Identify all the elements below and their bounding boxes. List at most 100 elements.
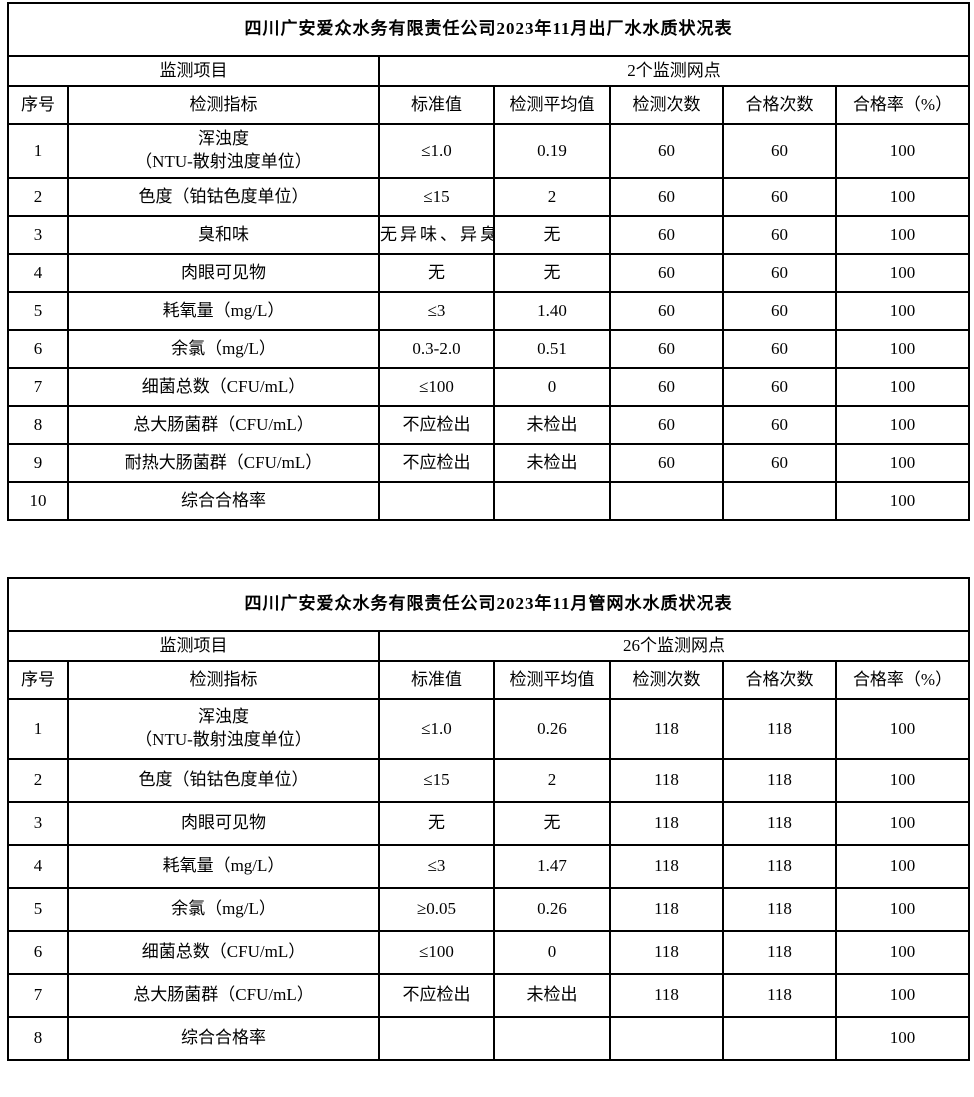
cell-test-count: 60 xyxy=(609,177,724,217)
cell-standard-value: ≤3 xyxy=(378,291,495,331)
cell-indicator: 余氯（mg/L） xyxy=(67,329,380,369)
cell-row-number: 8 xyxy=(7,1016,69,1061)
cell-indicator: 总大肠菌群（CFU/mL） xyxy=(67,973,380,1018)
cell-pass-rate: 100 xyxy=(834,291,971,331)
cell-row-number: 1 xyxy=(7,698,69,760)
cell-standard-value: 不应检出 xyxy=(378,973,495,1018)
cell-row-number: 7 xyxy=(7,973,69,1018)
table-gap xyxy=(7,521,968,577)
table-title-row: 四川广安爱众水务有限责任公司2023年11月管网水水质状况表 xyxy=(6,577,971,632)
cell-average-value: 0 xyxy=(493,367,611,407)
cell-pass-count: 60 xyxy=(722,443,837,483)
cell-indicator: 耗氧量（mg/L） xyxy=(67,291,380,331)
column-header: 标准值 xyxy=(378,85,495,125)
cell-pass-rate: 100 xyxy=(834,698,971,760)
cell-pass-count: 118 xyxy=(722,801,837,846)
cell-pass-count: 118 xyxy=(722,698,837,760)
monitor-points-label: 26个监测网点 xyxy=(377,630,971,662)
cell-pass-rate: 100 xyxy=(834,481,971,521)
table-row: 10 综合合格率 100 xyxy=(7,481,971,521)
cell-pass-count: 60 xyxy=(722,253,837,293)
column-header: 检测平均值 xyxy=(493,85,611,125)
cell-indicator: 臭和味 xyxy=(67,215,380,255)
page: 四川广安爱众水务有限责任公司2023年11月出厂水水质状况表 监测项目 2个监测… xyxy=(6,2,971,1061)
cell-row-number: 9 xyxy=(7,443,69,483)
cell-pass-rate: 100 xyxy=(834,443,971,483)
cell-row-number: 6 xyxy=(7,930,69,975)
table-row: 5 余氯（mg/L） ≥0.05 0.26 118 118 100 xyxy=(7,887,971,932)
cell-test-count: 60 xyxy=(609,405,724,445)
column-header: 检测次数 xyxy=(609,85,724,125)
monitor-points-label: 2个监测网点 xyxy=(377,55,971,87)
cell-row-number: 2 xyxy=(7,177,69,217)
cell-row-number: 10 xyxy=(7,481,69,521)
cell-indicator: 细菌总数（CFU/mL） xyxy=(67,367,380,407)
cell-average-value: 1.47 xyxy=(493,844,611,889)
pipe-network-water-quality-table: 四川广安爱众水务有限责任公司2023年11月管网水水质状况表 监测项目 26个监… xyxy=(6,577,971,1061)
cell-pass-count: 60 xyxy=(722,329,837,369)
column-header: 序号 xyxy=(7,85,69,125)
cell-pass-rate: 100 xyxy=(834,758,971,803)
column-header-row: 序号 检测指标 标准值 检测平均值 检测次数 合格次数 合格率（%） xyxy=(7,85,971,125)
cell-indicator: 综合合格率 xyxy=(67,481,380,521)
monitor-project-label: 监测项目 xyxy=(7,630,380,662)
cell-test-count: 60 xyxy=(609,291,724,331)
cell-average-value: 0.26 xyxy=(493,887,611,932)
monitor-row: 监测项目 2个监测网点 xyxy=(7,55,971,87)
cell-pass-count: 60 xyxy=(722,177,837,217)
cell-indicator: 肉眼可见物 xyxy=(67,801,380,846)
cell-standard-value: ≤1.0 xyxy=(378,698,495,760)
cell-pass-rate: 100 xyxy=(834,177,971,217)
cell-row-number: 1 xyxy=(7,123,69,179)
cell-pass-rate: 100 xyxy=(834,844,971,889)
cell-test-count: 60 xyxy=(609,215,724,255)
table-title: 四川广安爱众水务有限责任公司2023年11月管网水水质状况表 xyxy=(6,577,971,632)
cell-standard-value xyxy=(378,1016,495,1061)
monitor-row: 监测项目 26个监测网点 xyxy=(7,630,971,662)
cell-average-value xyxy=(493,1016,611,1061)
column-header-row: 序号 检测指标 标准值 检测平均值 检测次数 合格次数 合格率（%） xyxy=(7,660,971,700)
table-title-row: 四川广安爱众水务有限责任公司2023年11月出厂水水质状况表 xyxy=(6,2,971,57)
cell-average-value: 2 xyxy=(493,758,611,803)
cell-standard-value: ≤15 xyxy=(378,177,495,217)
cell-average-value: 无 xyxy=(493,215,611,255)
cell-average-value: 2 xyxy=(493,177,611,217)
table-row: 4 肉眼可见物无无 60 60 100 xyxy=(7,253,971,293)
cell-test-count: 118 xyxy=(609,801,724,846)
cell-row-number: 5 xyxy=(7,887,69,932)
cell-test-count: 118 xyxy=(609,698,724,760)
cell-indicator: 耐热大肠菌群（CFU/mL） xyxy=(67,443,380,483)
cell-pass-rate: 100 xyxy=(834,123,971,179)
cell-test-count: 118 xyxy=(609,887,724,932)
cell-pass-count xyxy=(722,481,837,521)
cell-standard-value: ≤3 xyxy=(378,844,495,889)
cell-pass-count: 60 xyxy=(722,215,837,255)
table-row: 6 细菌总数（CFU/mL） ≤100 0 118 118 100 xyxy=(7,930,971,975)
cell-row-number: 3 xyxy=(7,801,69,846)
cell-row-number: 6 xyxy=(7,329,69,369)
cell-average-value: 无 xyxy=(493,801,611,846)
column-header: 合格率（%） xyxy=(834,660,971,700)
cell-average-value: 0 xyxy=(493,930,611,975)
cell-row-number: 3 xyxy=(7,215,69,255)
table-row: 1 浑浊度 （NTU-散射浊度单位） ≤1.0 0.19 60 60 100 xyxy=(7,123,971,179)
cell-standard-value: ≤1.0 xyxy=(378,123,495,179)
cell-standard-value: 无异味、异臭 xyxy=(378,215,495,255)
cell-pass-rate: 100 xyxy=(834,930,971,975)
table-row: 6 余氯（mg/L） 0.3-2.0 0.51 60 60 100 xyxy=(7,329,971,369)
table-row: 3 肉眼可见物无无 118 118 100 xyxy=(7,801,971,846)
column-header: 序号 xyxy=(7,660,69,700)
table-row: 2 色度（铂钴色度单位） ≤15 2 118 118 100 xyxy=(7,758,971,803)
cell-pass-count: 118 xyxy=(722,844,837,889)
column-header: 检测次数 xyxy=(609,660,724,700)
cell-standard-value: 不应检出 xyxy=(378,405,495,445)
cell-standard-value: 不应检出 xyxy=(378,443,495,483)
table-row: 8 总大肠菌群（CFU/mL） 不应检出 未检出 60 60 100 xyxy=(7,405,971,445)
column-header: 标准值 xyxy=(378,660,495,700)
cell-test-count: 118 xyxy=(609,844,724,889)
cell-pass-count: 118 xyxy=(722,758,837,803)
table-row: 9 耐热大肠菌群（CFU/mL） 不应检出 未检出 60 60 100 xyxy=(7,443,971,483)
cell-standard-value: ≤15 xyxy=(378,758,495,803)
cell-test-count xyxy=(609,1016,724,1061)
cell-pass-rate: 100 xyxy=(834,887,971,932)
